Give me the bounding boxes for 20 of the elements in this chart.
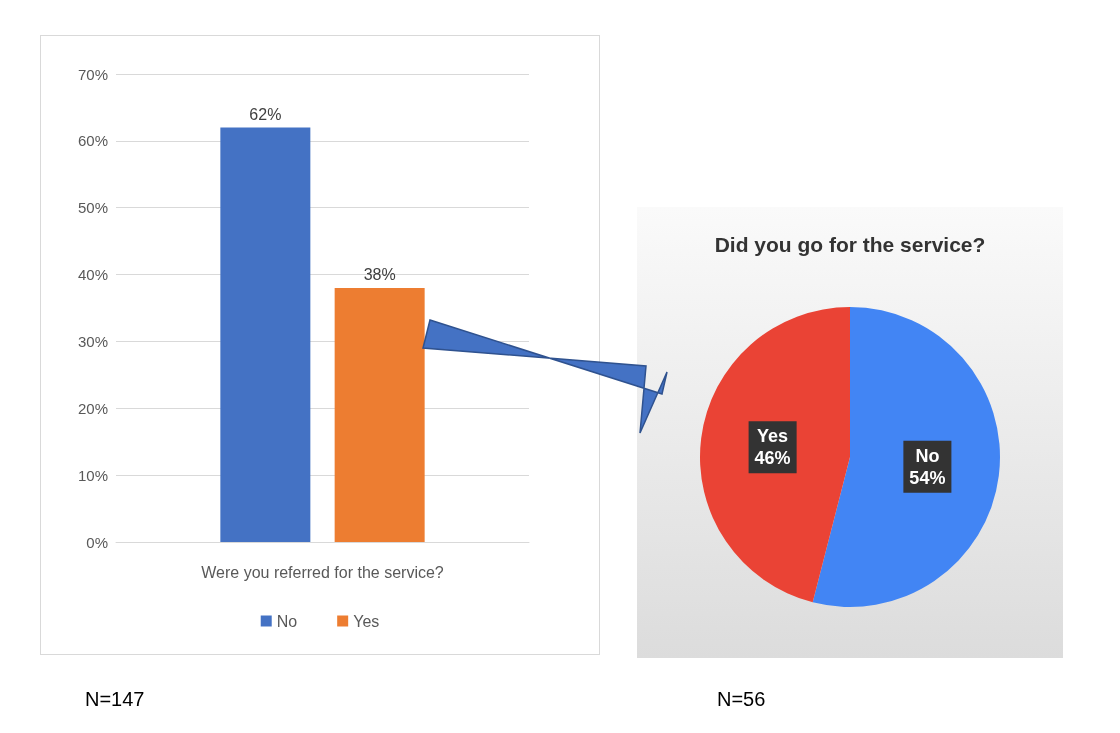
y-tick-label: 40% — [77, 266, 108, 284]
slice-label: Yes — [757, 426, 789, 447]
data-label: 38% — [363, 266, 396, 284]
y-tick-label: 50% — [77, 199, 108, 217]
y-tick-label: 10% — [77, 466, 108, 484]
y-tick-label: 30% — [77, 332, 108, 350]
slice-label: No — [915, 445, 940, 466]
legend-label: Yes — [353, 612, 380, 630]
text: N=147 — [85, 688, 145, 711]
x-tick-label: Were you referred for the service? — [201, 563, 444, 581]
y-tick-label: 0% — [86, 533, 108, 551]
data-label: 54% — [909, 467, 946, 488]
y-tick-label: 70% — [77, 65, 108, 83]
text: N=56 — [717, 688, 766, 711]
data-label: 46% — [754, 448, 791, 469]
y-tick-label: 60% — [77, 132, 108, 150]
data-label: 62% — [249, 105, 282, 123]
legend-label: No — [276, 612, 298, 630]
chart-title: Did you go for the service? — [714, 233, 986, 256]
y-tick-label: 20% — [77, 399, 108, 417]
